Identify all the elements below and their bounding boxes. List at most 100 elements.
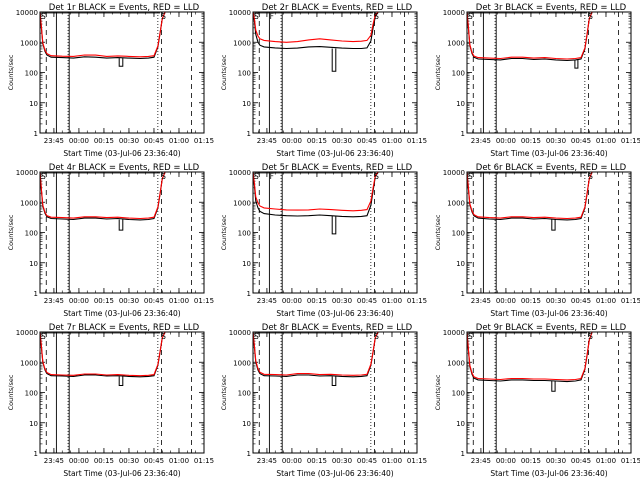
plot-frame [252, 331, 418, 454]
x-tick-label: 00:30 [119, 137, 139, 145]
detector-panel-6: Det 6r BLACK = Events, RED = LLD Counts/s… [434, 163, 640, 318]
x-tick-label: 01:15 [407, 297, 427, 305]
state-annotation: S [161, 12, 166, 21]
y-tick-label: 10 [242, 420, 251, 428]
y-tick-label: 100 [452, 230, 465, 238]
y-tick-label: 10 [456, 420, 465, 428]
y-tick-label: 100 [238, 390, 251, 398]
x-tick-label: 00:30 [546, 457, 566, 465]
x-axis-label: Start Time (03-Jul-06 23:36:40) [490, 469, 607, 478]
state-annotation: F [270, 12, 274, 21]
x-tick-label: 00:15 [521, 457, 541, 465]
x-axis-label: Start Time (03-Jul-06 23:36:40) [63, 309, 180, 318]
series-events-line [39, 331, 166, 378]
x-tick-label: 00:00 [69, 297, 89, 305]
x-axis-label: Start Time (03-Jul-06 23:36:40) [490, 149, 607, 158]
x-tick-label: 00:15 [521, 297, 541, 305]
state-annotation: S [254, 172, 259, 181]
y-axis-label: Counts/sec [220, 54, 228, 90]
x-tick-label: 00:00 [496, 137, 516, 145]
state-annotation: S [254, 12, 259, 21]
panel-title: Det 9r BLACK = Events, RED = LLD [476, 323, 627, 333]
y-tick-label: 10000 [443, 9, 465, 17]
y-tick-label: 10 [456, 100, 465, 108]
y-tick-label: 10 [242, 100, 251, 108]
panel-title: Det 3r BLACK = Events, RED = LLD [476, 3, 627, 13]
y-tick-label: 10 [29, 100, 38, 108]
events-dip [331, 215, 337, 235]
x-tick-label: 00:30 [332, 297, 352, 305]
state-annotation: S [374, 172, 379, 181]
detector-panel-1: Det 1r BLACK = Events, RED = LLD Counts/s… [7, 3, 214, 158]
x-tick-label: 23:45 [471, 137, 491, 145]
plot-frame [39, 331, 205, 454]
events-dip [118, 219, 124, 231]
x-tick-label: 23:45 [257, 457, 277, 465]
y-tick-label: 100 [452, 390, 465, 398]
y-axis-label: Counts/sec [220, 374, 228, 410]
state-annotation: F [270, 172, 274, 181]
state-annotation: S [588, 172, 593, 181]
x-tick-label: 00:00 [282, 297, 302, 305]
plot-frame [39, 11, 205, 134]
x-tick-label: 00:00 [496, 457, 516, 465]
y-tick-label: 10000 [16, 9, 38, 17]
plot-frame [466, 171, 632, 294]
series-events-line [252, 11, 379, 50]
x-tick-label: 00:30 [119, 457, 139, 465]
x-tick-label: 23:45 [44, 137, 64, 145]
y-axis-label: Counts/sec [434, 374, 442, 410]
x-tick-label: 01:00 [169, 297, 189, 305]
state-annotation: S [41, 172, 46, 181]
x-tick-label: 00:30 [119, 297, 139, 305]
x-tick-label: 23:45 [257, 137, 277, 145]
panel-title: Det 5r BLACK = Events, RED = LLD [262, 163, 413, 173]
series-events-line [466, 331, 593, 383]
y-tick-label: 1 [461, 130, 465, 138]
detector-panel-9: Det 9r BLACK = Events, RED = LLD Counts/s… [434, 323, 640, 478]
events-dip [331, 48, 337, 72]
panel-title: Det 4r BLACK = Events, RED = LLD [49, 163, 200, 173]
y-axis-label: Counts/sec [7, 374, 15, 410]
detector-panel-4: Det 4r BLACK = Events, RED = LLD Counts/s… [7, 163, 214, 318]
x-tick-label: 00:15 [307, 457, 327, 465]
y-axis-label: Counts/sec [7, 214, 15, 250]
x-tick-label: 00:45 [571, 457, 591, 465]
x-tick-label: 00:30 [546, 137, 566, 145]
x-tick-label: 01:15 [194, 457, 214, 465]
panel-title: Det 7r BLACK = Events, RED = LLD [49, 323, 200, 333]
detector-panel-2: Det 2r BLACK = Events, RED = LLD Counts/s… [220, 3, 427, 158]
x-tick-label: 00:45 [571, 137, 591, 145]
state-annotation: S [468, 172, 473, 181]
y-tick-label: 1 [247, 130, 251, 138]
x-tick-label: 23:45 [257, 297, 277, 305]
y-tick-label: 10000 [16, 169, 38, 177]
series-events-line [466, 11, 593, 62]
x-tick-label: 01:00 [169, 137, 189, 145]
x-axis-label: Start Time (03-Jul-06 23:36:40) [63, 469, 180, 478]
y-tick-label: 100 [238, 230, 251, 238]
state-annotation: S [41, 12, 46, 21]
state-annotation: S [588, 12, 593, 21]
x-tick-label: 00:30 [332, 457, 352, 465]
y-tick-label: 10 [29, 420, 38, 428]
events-dip [551, 381, 556, 392]
state-annotation: S [161, 172, 166, 181]
x-tick-label: 00:00 [69, 137, 89, 145]
y-axis-label: Counts/sec [7, 54, 15, 90]
x-tick-label: 00:15 [307, 137, 327, 145]
y-tick-label: 1 [461, 290, 465, 298]
x-tick-label: 01:15 [407, 137, 427, 145]
x-tick-label: 01:00 [596, 297, 616, 305]
x-tick-label: 00:15 [94, 297, 114, 305]
events-dip [118, 376, 124, 386]
y-tick-label: 100 [25, 70, 38, 78]
x-tick-label: 00:45 [357, 457, 377, 465]
series-events-line [39, 171, 166, 221]
y-tick-label: 100 [25, 230, 38, 238]
events-dip [574, 59, 579, 69]
series-lld-line [466, 11, 593, 60]
x-axis-label: Start Time (03-Jul-06 23:36:40) [276, 469, 393, 478]
y-tick-label: 10000 [443, 329, 465, 337]
x-tick-label: 01:00 [382, 297, 402, 305]
